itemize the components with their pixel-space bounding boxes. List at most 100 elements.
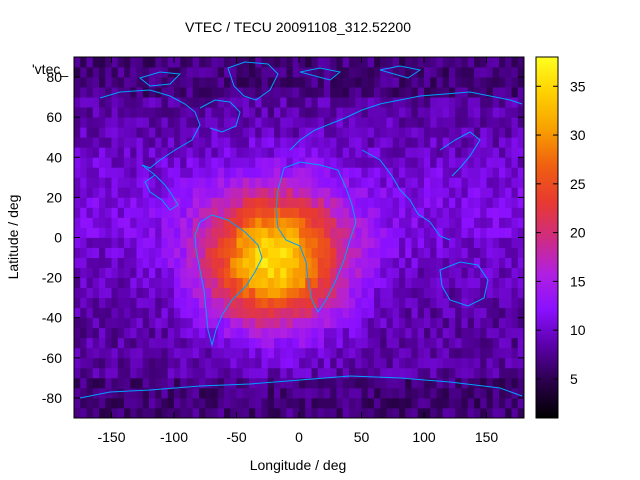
heatmap-cell bbox=[336, 297, 344, 309]
heatmap-cell bbox=[411, 237, 419, 248]
heatmap-cell bbox=[492, 237, 500, 248]
heatmap-cell bbox=[261, 187, 269, 198]
heatmap-cell bbox=[342, 157, 350, 168]
heatmap-cell bbox=[417, 397, 425, 409]
heatmap-cell bbox=[336, 187, 344, 198]
heatmap-cell bbox=[430, 257, 437, 268]
heatmap-cell bbox=[517, 337, 524, 349]
heatmap-cell bbox=[142, 397, 150, 409]
legend-label: 'vtec_ bbox=[32, 61, 68, 77]
heatmap-cell bbox=[192, 157, 200, 168]
heatmap-cell bbox=[174, 397, 181, 409]
heatmap-cell bbox=[380, 397, 387, 409]
heatmap-cell bbox=[255, 367, 262, 379]
heatmap-cell bbox=[467, 217, 475, 228]
heatmap-cell bbox=[492, 367, 500, 379]
heatmap-cell bbox=[511, 207, 519, 218]
heatmap-cell bbox=[417, 97, 425, 108]
heatmap-cell bbox=[161, 297, 169, 309]
heatmap-cell bbox=[392, 367, 400, 379]
heatmap-cell bbox=[255, 387, 262, 399]
heatmap-cell bbox=[499, 377, 506, 389]
heatmap-cell bbox=[80, 217, 87, 228]
heatmap-cell bbox=[74, 147, 81, 158]
heatmap-cell bbox=[461, 287, 469, 299]
heatmap-cell bbox=[380, 137, 387, 148]
heatmap-cell bbox=[455, 137, 462, 148]
heatmap-cell bbox=[261, 157, 269, 168]
heatmap-cell bbox=[117, 57, 125, 68]
heatmap-cell bbox=[424, 337, 431, 349]
heatmap-cell bbox=[442, 177, 450, 188]
heatmap-cell bbox=[436, 277, 444, 289]
heatmap-cell bbox=[255, 307, 262, 319]
heatmap-cell bbox=[124, 227, 131, 238]
heatmap-cell bbox=[92, 77, 100, 88]
heatmap-cell bbox=[105, 327, 112, 339]
heatmap-cell bbox=[280, 367, 287, 379]
heatmap-cell bbox=[461, 127, 469, 138]
heatmap-cell bbox=[367, 287, 375, 299]
heatmap-cell bbox=[505, 77, 512, 88]
heatmap-cell bbox=[405, 257, 412, 268]
heatmap-cell bbox=[174, 207, 181, 218]
heatmap-cell bbox=[349, 327, 356, 339]
heatmap-cell bbox=[242, 287, 250, 299]
heatmap-cell bbox=[242, 407, 250, 418]
heatmap-cell bbox=[342, 397, 350, 409]
heatmap-cell bbox=[442, 347, 450, 359]
heatmap-cell bbox=[149, 337, 156, 349]
heatmap-cell bbox=[280, 277, 287, 289]
heatmap-cell bbox=[80, 337, 87, 349]
heatmap-cell bbox=[474, 237, 481, 248]
heatmap-cell bbox=[430, 77, 437, 88]
heatmap-cell bbox=[161, 367, 169, 379]
heatmap-cell bbox=[149, 317, 156, 329]
heatmap-cell bbox=[330, 167, 337, 178]
heatmap-cell bbox=[342, 297, 350, 309]
heatmap-cell bbox=[505, 97, 512, 108]
heatmap-cell bbox=[217, 97, 225, 108]
heatmap-cell bbox=[267, 357, 275, 369]
heatmap-cell bbox=[242, 197, 250, 208]
heatmap-cell bbox=[511, 257, 519, 268]
heatmap-cell bbox=[286, 97, 294, 108]
heatmap-cell bbox=[292, 387, 300, 399]
heatmap-cell bbox=[86, 127, 94, 138]
heatmap-cell bbox=[136, 237, 144, 248]
heatmap-cell bbox=[149, 267, 156, 279]
heatmap-cell bbox=[280, 77, 287, 88]
heatmap-cell bbox=[367, 377, 375, 389]
heatmap-cell bbox=[149, 327, 156, 339]
heatmap-cell bbox=[311, 397, 319, 409]
heatmap-cell bbox=[467, 407, 475, 418]
heatmap-cell bbox=[174, 337, 181, 349]
heatmap-cell bbox=[436, 117, 444, 128]
colorbar-tick-label: 20 bbox=[570, 225, 586, 241]
heatmap-cell bbox=[274, 277, 281, 289]
x-tick-label: -150 bbox=[97, 429, 125, 445]
heatmap-cell bbox=[236, 217, 244, 228]
heatmap-cell bbox=[474, 187, 481, 198]
heatmap-cell bbox=[492, 377, 500, 389]
heatmap-cell bbox=[149, 97, 156, 108]
heatmap-cell bbox=[405, 107, 412, 118]
heatmap-cell bbox=[117, 327, 125, 339]
heatmap-cell bbox=[155, 77, 162, 88]
heatmap-cell bbox=[399, 207, 406, 218]
heatmap-cell bbox=[230, 237, 237, 248]
heatmap-cell bbox=[361, 287, 369, 299]
heatmap-cell bbox=[486, 117, 494, 128]
heatmap-cell bbox=[499, 207, 506, 218]
heatmap-cell bbox=[199, 197, 206, 208]
heatmap-cell bbox=[261, 137, 269, 148]
heatmap-cell bbox=[405, 57, 412, 68]
heatmap-cell bbox=[149, 117, 156, 128]
heatmap-cell bbox=[405, 147, 412, 158]
heatmap-cell bbox=[311, 257, 319, 268]
heatmap-cell bbox=[405, 267, 412, 279]
heatmap-cell bbox=[224, 67, 231, 78]
heatmap-cell bbox=[499, 297, 506, 309]
heatmap-cell bbox=[242, 97, 250, 108]
heatmap-cell bbox=[124, 157, 131, 168]
